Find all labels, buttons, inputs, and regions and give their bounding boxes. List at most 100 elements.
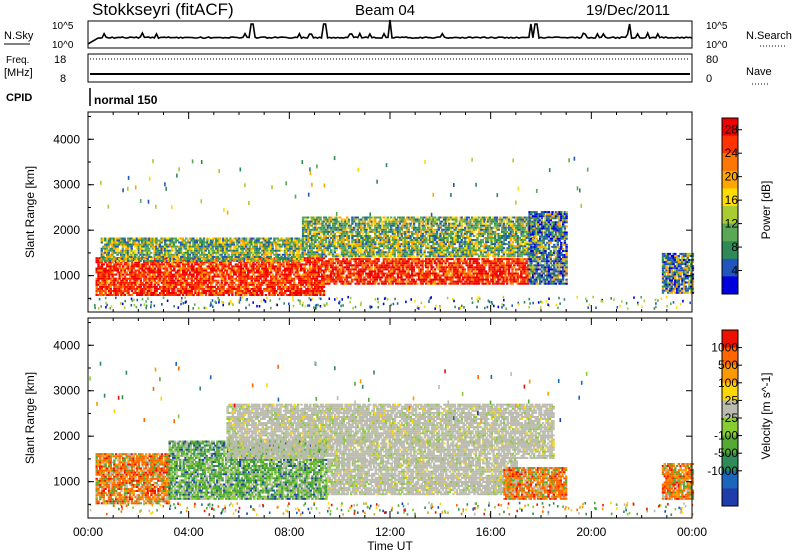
heatmap-cell [280, 256, 282, 258]
heatmap-cell [101, 242, 103, 244]
heatmap-cell [418, 258, 420, 260]
heatmap-cell [422, 258, 424, 260]
heatmap-cell [340, 264, 342, 266]
heatmap-cell [422, 270, 424, 272]
heatmap-cell [152, 260, 154, 262]
heatmap-cell [307, 241, 309, 243]
heatmap-cell [360, 249, 362, 251]
heatmap-cell [219, 242, 221, 244]
heatmap-cell [161, 242, 163, 244]
heatmap-cell [334, 225, 336, 227]
heatmap-cell [311, 280, 313, 282]
heatmap-cell [485, 264, 487, 266]
heatmap-cell [335, 237, 337, 239]
heatmap-cell [334, 233, 336, 235]
heatmap-cell [300, 246, 302, 248]
heatmap-cell [393, 277, 395, 279]
heatmap-cell [228, 294, 230, 296]
heatmap-cell [397, 275, 399, 277]
heatmap-cell [349, 262, 351, 264]
heatmap-cell [517, 279, 519, 281]
heatmap-cell [116, 254, 118, 256]
heatmap-cell [187, 240, 189, 242]
heatmap-cell [175, 286, 177, 288]
heatmap-cell [323, 227, 325, 229]
heatmap-cell [129, 240, 131, 242]
heatmap-cell [178, 294, 180, 296]
heatmap-cell [307, 235, 309, 237]
heatmap-cell [321, 288, 323, 290]
noise-right-tick-top: 10^5 [706, 21, 728, 32]
heatmap-cell [205, 292, 207, 294]
heatmap-cell [330, 275, 332, 277]
heatmap-cell [205, 276, 207, 278]
heatmap-cell [240, 294, 242, 296]
heatmap-cell [171, 248, 173, 250]
heatmap-cell [357, 249, 359, 251]
heatmap-cell [201, 286, 203, 288]
heatmap-cell [259, 278, 261, 280]
heatmap-cell [275, 252, 277, 254]
heatmap-cell [210, 284, 212, 286]
nave-tick-bottom: 0 [706, 73, 712, 85]
heatmap-cell [284, 292, 286, 294]
heatmap-cell [330, 251, 332, 253]
heatmap-cell [205, 270, 207, 272]
heatmap-cell [138, 256, 140, 258]
heatmap-cell [305, 247, 307, 249]
heatmap-cell [155, 292, 157, 294]
beam-title: Beam 04 [355, 2, 415, 19]
heatmap-cell [108, 252, 110, 254]
heatmap-cell [124, 240, 126, 242]
heatmap-cell [289, 260, 291, 262]
heatmap-cell [171, 240, 173, 242]
heatmap-cell [360, 235, 362, 237]
heatmap-cell [131, 258, 133, 260]
heatmap-cell [411, 262, 413, 264]
heatmap-cell [228, 265, 230, 267]
heatmap-cell [332, 260, 334, 262]
heatmap-cell [224, 278, 226, 280]
heatmap-cell [191, 290, 193, 292]
heatmap-cell [229, 274, 231, 276]
heatmap-cell [206, 248, 208, 250]
heatmap-cell [422, 283, 424, 285]
heatmap-cell [350, 225, 352, 227]
heatmap-cell [296, 244, 298, 246]
heatmap-cell [133, 286, 135, 288]
heatmap-cell [348, 221, 350, 223]
heatmap-cell [252, 265, 254, 267]
heatmap-cell [473, 275, 475, 277]
heatmap-cell [492, 281, 494, 283]
heatmap-cell [348, 239, 350, 241]
heatmap-cell [464, 270, 466, 272]
heatmap-cell [402, 268, 404, 270]
heatmap-cell [117, 294, 119, 296]
heatmap-cell [129, 252, 131, 254]
heatmap-cell [136, 260, 138, 262]
heatmap-cell [127, 290, 129, 292]
heatmap-cell [148, 248, 150, 250]
heatmap-cell [270, 272, 272, 274]
heatmap-cell [302, 233, 304, 235]
heatmap-cell [319, 292, 321, 294]
heatmap-cell [309, 276, 311, 278]
heatmap-cell [460, 275, 462, 277]
heatmap-cell [152, 265, 154, 267]
heatmap-cell [207, 284, 209, 286]
heatmap-cell [511, 283, 513, 285]
heatmap-cell [313, 243, 315, 245]
heatmap-cell [342, 268, 344, 270]
heatmap-cell [327, 249, 329, 251]
heatmap-cell [360, 219, 362, 221]
heatmap-cell [284, 284, 286, 286]
heatmap-cell [314, 270, 316, 272]
heatmap-cell [344, 219, 346, 221]
noise-left-label: N.Sky [4, 30, 34, 42]
heatmap-cell [245, 263, 247, 265]
heatmap-cell [370, 273, 372, 275]
heatmap-cell [224, 263, 226, 265]
heatmap-cell [126, 280, 128, 282]
heatmap-cell [122, 274, 124, 276]
heatmap-cell [206, 258, 208, 260]
